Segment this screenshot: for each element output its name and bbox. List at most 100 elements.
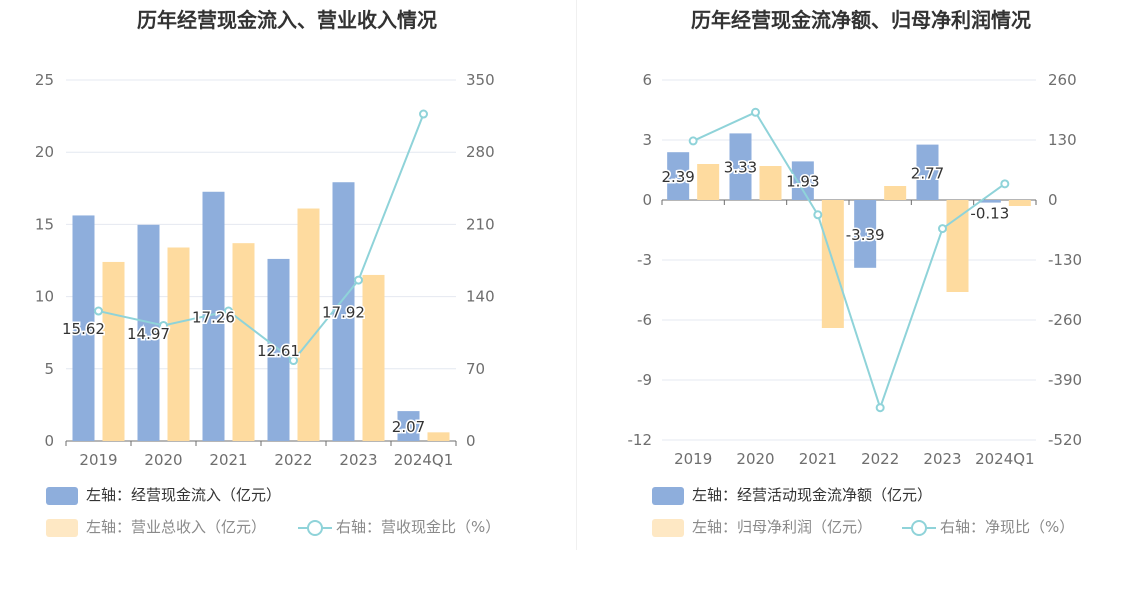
- y-left-tick-label: 0: [642, 191, 652, 209]
- y-right-tick-label: 350: [466, 71, 495, 89]
- y-right-tick-label: 70: [466, 360, 485, 378]
- legend-label: 左轴：营业总收入（亿元）: [86, 518, 267, 536]
- y-left-tick-label: 3: [642, 131, 652, 149]
- y-right-tick-label: -260: [1048, 311, 1082, 329]
- x-tick-label: 2024Q1: [975, 450, 1035, 468]
- y-right-tick-label: 210: [466, 215, 495, 233]
- data-label: 12.61: [257, 342, 300, 360]
- bar-series-2: [102, 261, 125, 441]
- y-left-tick-label: -9: [637, 371, 652, 389]
- data-label: 2.07: [392, 418, 425, 436]
- bar-series-1: [729, 133, 752, 200]
- x-tick-label: 2019: [79, 451, 117, 469]
- y-right-tick-label: -520: [1048, 431, 1082, 449]
- line-point: [159, 320, 168, 330]
- y-right-tick-label: 280: [466, 143, 495, 161]
- chart-title: 历年经营现金流入、营业收入情况: [137, 8, 437, 32]
- y-right-tick-label: -390: [1048, 371, 1082, 389]
- data-label: -3.39: [846, 226, 885, 244]
- line-point: [1000, 179, 1010, 189]
- bar-series-1: [202, 191, 225, 441]
- bar-series-2: [1008, 200, 1031, 206]
- y-left-tick-label: -6: [637, 311, 652, 329]
- x-tick-label: 2019: [674, 450, 712, 468]
- legend-swatch: [46, 518, 78, 537]
- x-tick-label: 2022: [861, 450, 899, 468]
- legend-item-cash-revenue-ratio[interactable]: 右轴：营收现金比（%）: [298, 516, 500, 537]
- chart-cash-inflow-revenue: 0 0 5 70 10 140 15 210 20 280 25 350 2019 2020 2021 202…: [35, 71, 495, 469]
- x-tick-label: 2021: [209, 451, 247, 469]
- y-right-tick-label: 140: [466, 288, 495, 306]
- bar-series-1: [332, 182, 355, 441]
- x-tick-label: 2020: [144, 451, 182, 469]
- bar-series-2: [884, 186, 907, 200]
- chart-panel-net-cash-flow: 历年经营现金流净额、归母净利润情况 -12 -520 -9 -390 -6 -260 -3-…: [574, 0, 1148, 560]
- x-tick-label: 2022: [274, 451, 312, 469]
- y-left-tick-label: 5: [44, 360, 54, 378]
- line-point: [688, 136, 698, 146]
- y-left-tick-label: 15: [35, 215, 54, 233]
- line-point: [419, 109, 428, 119]
- y-left-tick-label: -3: [637, 251, 652, 269]
- legend-swatch: [46, 486, 78, 505]
- legend-label: 右轴：营收现金比（%）: [336, 518, 501, 536]
- y-left-tick-label: 20: [35, 143, 54, 161]
- legend-swatch: [652, 518, 684, 537]
- chart-net-cash-flow-profit: -12 -520 -9 -390 -6 -260 -3 -130 0 0 3 130 6 260 2019 2…: [628, 71, 1083, 468]
- data-label: 3.33: [724, 159, 757, 177]
- line-point: [938, 224, 947, 234]
- x-tick-label: 2021: [799, 450, 837, 468]
- data-label: 17.92: [322, 304, 365, 322]
- line-point: [289, 356, 298, 366]
- bar-series-2: [946, 200, 969, 292]
- line-point: [94, 306, 103, 316]
- line-point: [354, 275, 363, 285]
- bar-series-1: [667, 152, 690, 200]
- bar-series-1: [791, 161, 814, 200]
- y-left-tick-label: 25: [35, 71, 54, 89]
- bar-series-1: [916, 144, 939, 200]
- bar-series-1: [978, 200, 1001, 203]
- line-series: [692, 111, 1006, 411]
- data-label: 2.77: [911, 164, 944, 182]
- legend-item-net-profit[interactable]: 左轴：归母净利润（亿元）: [652, 516, 872, 537]
- data-label: 1.93: [786, 173, 819, 191]
- legend-label: 左轴：经营现金流入（亿元）: [86, 486, 282, 504]
- bar-series-2: [232, 243, 255, 441]
- legend-item-revenue[interactable]: 左轴：营业总收入（亿元）: [46, 516, 266, 537]
- bar-series-1: [854, 200, 877, 268]
- data-label: 17.26: [192, 308, 235, 326]
- x-tick-label: 2020: [736, 450, 774, 468]
- x-tick-label: 2023: [339, 451, 377, 469]
- y-left-tick-label: 0: [44, 432, 54, 450]
- legend-item-net-cash-ratio[interactable]: 右轴：净现比（%）: [902, 516, 1074, 537]
- bar-series-2: [362, 274, 385, 441]
- y-right-tick-label: 0: [1048, 191, 1058, 209]
- line-point: [875, 403, 885, 413]
- data-label: 15.62: [62, 320, 105, 338]
- x-tick-label: 2024Q1: [394, 451, 454, 469]
- y-right-tick-label: 0: [466, 432, 476, 450]
- x-tick-label: 2023: [923, 450, 961, 468]
- legend-line-icon: [298, 519, 332, 537]
- legend-label: 右轴：净现比（%）: [940, 518, 1075, 536]
- bar-series-1: [137, 224, 160, 441]
- y-right-tick-label: 130: [1048, 131, 1077, 149]
- bar-series-1: [72, 215, 95, 441]
- data-label: 2.39: [661, 168, 694, 186]
- legend-line-icon: [902, 519, 936, 537]
- bar-series-2: [297, 208, 320, 441]
- y-right-tick-label: 260: [1048, 71, 1077, 89]
- y-left-tick-label: 10: [35, 288, 54, 306]
- chart-title: 历年经营现金流净额、归母净利润情况: [691, 8, 1031, 32]
- legend-item-cash-inflow[interactable]: 左轴：经营现金流入（亿元）: [46, 484, 281, 505]
- chart-panel-cash-inflow: 历年经营现金流入、营业收入情况 0 0 5 70 10 140 15 210 20 280 25 35…: [0, 0, 574, 560]
- bar-series-1: [397, 411, 420, 441]
- bar-series-2: [167, 247, 190, 441]
- legend-item-net-cash-flow[interactable]: 左轴：经营活动现金流净额（亿元）: [652, 484, 932, 505]
- line-point: [751, 107, 760, 117]
- data-label: -0.13: [970, 205, 1009, 223]
- legend-label: 左轴：归母净利润（亿元）: [692, 518, 873, 536]
- legend-swatch: [652, 486, 684, 505]
- panel-divider: [576, 0, 577, 550]
